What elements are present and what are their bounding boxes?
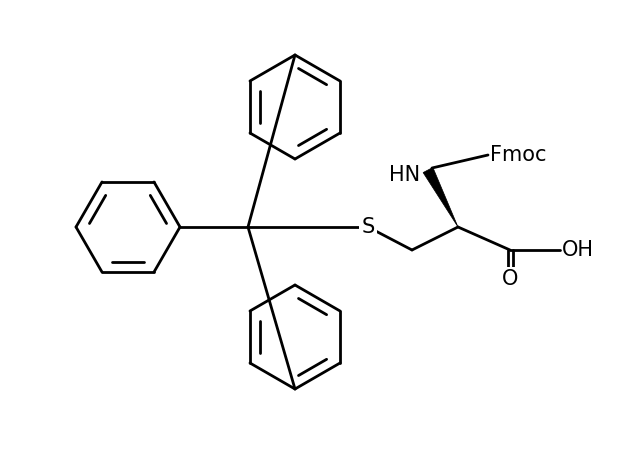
Text: OH: OH [562,240,594,260]
Text: HN: HN [389,165,420,185]
Text: Fmoc: Fmoc [490,145,547,165]
Polygon shape [423,167,458,227]
Text: S: S [362,217,374,237]
Text: O: O [502,269,518,289]
